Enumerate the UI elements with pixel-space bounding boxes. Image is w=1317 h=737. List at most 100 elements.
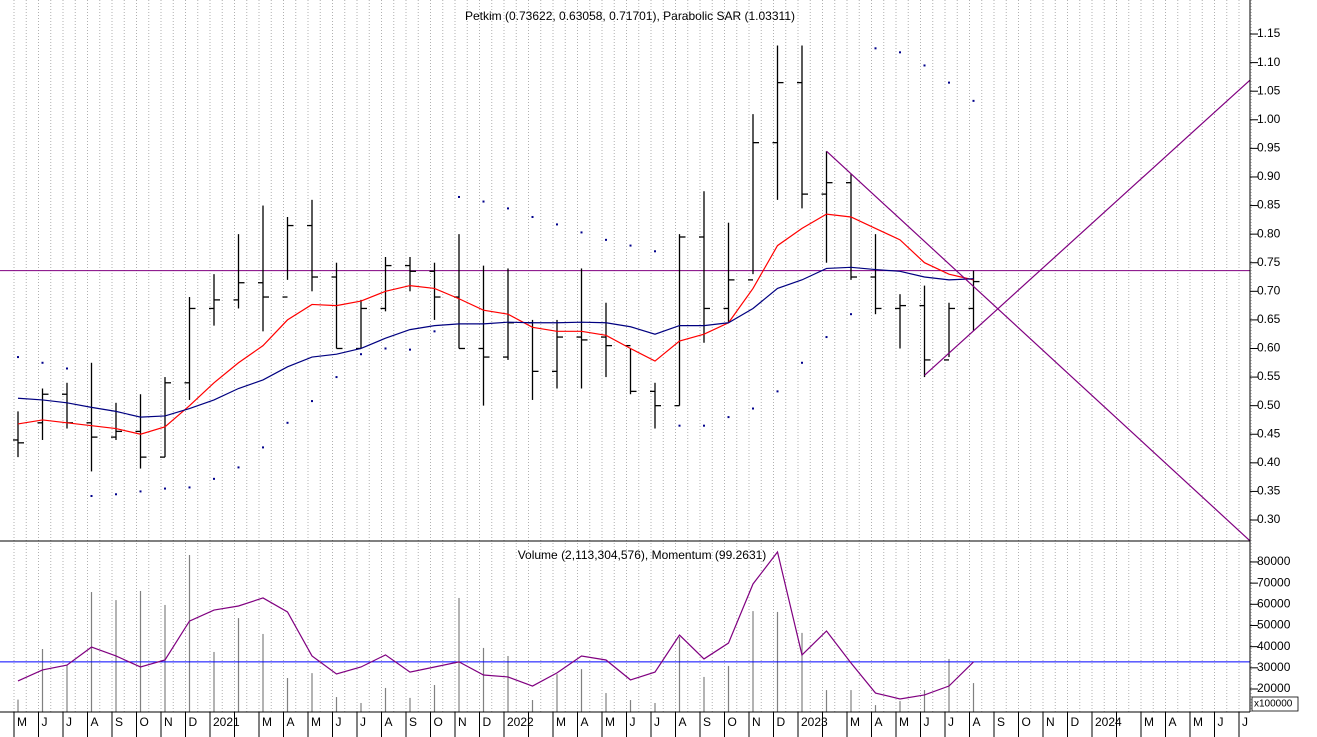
x-tick-label: D [483,715,492,729]
x-tick-label: A [287,715,295,729]
x-tick-label: M [17,715,27,729]
y-tick-label: 70000 [1257,575,1291,589]
y-tick-label: 0.60 [1257,341,1281,355]
y-tick-label: 0.55 [1257,369,1281,383]
sar-dot [482,200,485,203]
x-tick-label: J [654,715,660,729]
sar-dot [164,487,166,490]
sar-dot [507,207,509,210]
x-tick-label: 2023 [801,715,828,729]
sar-dot [139,490,142,493]
sar-dot [41,361,44,364]
marks [0,45,1251,712]
sar-dot [703,424,705,427]
sar-dot [458,195,460,198]
sar-dot [874,47,877,50]
x-tick-label: D [1071,715,1080,729]
x-tick-label: O [140,715,149,729]
y-tick-label: 0.50 [1257,398,1281,412]
x-tick-label: M [262,715,272,729]
x-tick-label: D [189,715,198,729]
x-tick-label: M [311,715,321,729]
trendline [924,79,1251,376]
y-tick-label: 50000 [1257,618,1291,632]
y-tick-label: 1.05 [1257,83,1281,97]
y-tick-label: 0.90 [1257,169,1281,183]
y-tick-label: 1.15 [1257,26,1281,40]
y-tick-label: 0.35 [1257,484,1281,498]
x-tick-label: J [66,715,72,729]
sar-dot [727,416,730,419]
x-tick-label: S [409,715,417,729]
sar-dot [752,407,754,410]
x-tick-label: M [556,715,566,729]
x-tick-label: M [850,715,860,729]
x-tick-label: M [605,715,615,729]
sar-dot [580,231,583,234]
moving-average-line [17,213,974,435]
x-tick-label: J [336,715,342,729]
y-tick-label: 0.75 [1257,255,1281,269]
x-tick-label: A [875,715,883,729]
sar-dot [433,330,436,333]
y-tick-label: 30000 [1257,660,1291,674]
y-tick-label: 0.80 [1257,226,1281,240]
sar-dot [948,81,950,84]
y-tick-label: 60000 [1257,596,1291,610]
sar-dot [556,223,558,226]
x-tick-label: M [1144,715,1154,729]
sar-dot [850,313,852,316]
x-tick-label: O [728,715,737,729]
y-tick-label: 1.00 [1257,112,1281,126]
x-tick-label: S [115,715,123,729]
sar-dot [654,250,656,253]
y-tick-label: 0.85 [1257,198,1281,212]
x-tick-label: N [164,715,173,729]
x-tick-label: A [1169,715,1177,729]
sar-dot [115,493,117,496]
x-tick-label: J [1218,715,1224,729]
sar-dot [776,390,779,393]
x-tick-label: M [1193,715,1203,729]
x-tick-label: J [360,715,366,729]
x-tick-label: J [948,715,954,729]
x-tick-label: 2022 [507,715,534,729]
x-tick-label: J [924,715,930,729]
sar-dot [188,486,191,489]
y-tick-label: 1.10 [1257,55,1281,69]
sar-dot [629,244,632,247]
sar-dot [213,477,215,480]
x-tick-label: A [385,715,393,729]
x-tick-label: J [42,715,48,729]
sar-dot [899,51,901,54]
price-title: Petkim (0.73622, 0.63058, 0.71701), Para… [465,9,795,23]
x-tick-label: M [899,715,909,729]
y-tick-label: 0.65 [1257,312,1281,326]
sar-dot [801,361,803,364]
sar-dot [605,238,607,241]
x-tick-label: O [1022,715,1031,729]
sar-dot [384,347,387,350]
x-tick-label: O [434,715,443,729]
sar-dot [237,466,240,469]
y-tick-label: 0.30 [1257,512,1281,526]
y-tick-label: 0.70 [1257,283,1281,297]
moving-average-line [17,266,974,418]
sar-dot [90,495,93,498]
sar-dot [335,376,338,379]
sar-dot [286,421,289,424]
x-tick-label: J [630,715,636,729]
sar-dot [825,336,828,339]
x-tick-label: A [91,715,99,729]
y-tick-label: 0.40 [1257,455,1281,469]
y-tick-label: 20000 [1257,681,1291,695]
x-tick-label: A [581,715,589,729]
sar-dot [17,356,19,359]
y-tick-label: 0.45 [1257,426,1281,440]
momentum-line [17,550,974,700]
sar-dot [262,446,264,449]
x-tick-label: S [997,715,1005,729]
sar-dot [923,64,926,67]
volume-title: Volume (2,113,304,576), Momentum (99.263… [518,548,767,562]
